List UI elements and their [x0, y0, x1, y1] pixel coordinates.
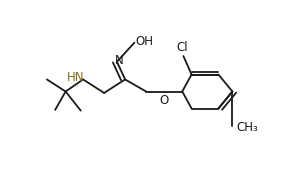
Text: CH₃: CH₃ [236, 121, 258, 134]
Text: HN: HN [67, 71, 84, 84]
Text: OH: OH [136, 35, 154, 48]
Text: Cl: Cl [176, 41, 188, 54]
Text: O: O [159, 94, 168, 107]
Text: N: N [115, 54, 123, 67]
